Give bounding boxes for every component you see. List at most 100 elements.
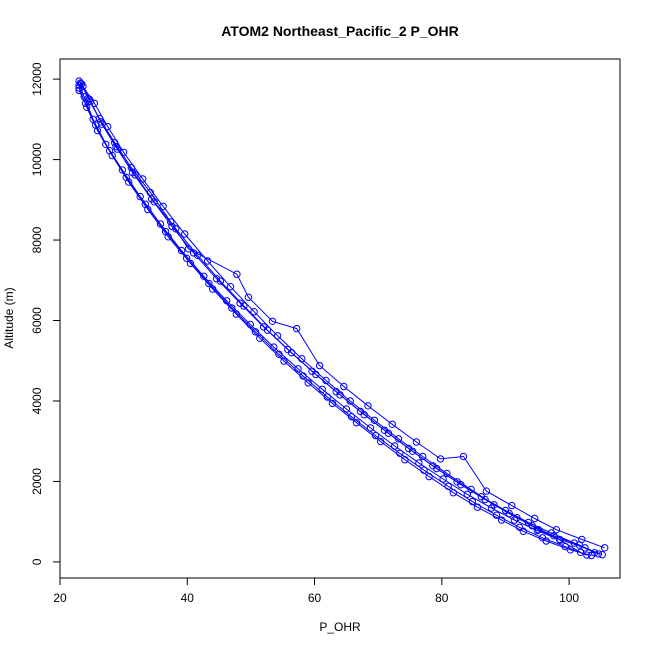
data-point (80, 93, 88, 101)
series-0 (75, 77, 606, 559)
data-point (308, 367, 316, 375)
data-point (538, 534, 547, 542)
series-2 (75, 84, 596, 560)
data-point (552, 526, 561, 534)
data-point (590, 549, 599, 557)
data-point (102, 140, 110, 149)
data-point (342, 405, 351, 413)
data-point (259, 323, 268, 331)
series-line-6 (78, 84, 581, 553)
series-line-4 (78, 90, 588, 556)
y-tick-label-4: 8000 (30, 226, 44, 253)
y-tick-label-0: 0 (30, 558, 44, 565)
data-point (212, 275, 221, 283)
x-tick-label-1: 40 (181, 591, 195, 605)
data-point (105, 147, 114, 155)
data-point (453, 478, 461, 486)
data-point (141, 200, 150, 208)
data-point (168, 222, 176, 231)
data-point (156, 220, 165, 228)
data-point (293, 324, 301, 333)
data-point (236, 299, 244, 307)
data-point (482, 487, 491, 495)
data-point (256, 334, 264, 342)
data-point (477, 493, 485, 501)
data-point (315, 361, 324, 370)
data-point (601, 544, 609, 552)
data-point (459, 452, 468, 461)
series-line-5 (79, 82, 595, 554)
data-point (332, 388, 340, 396)
data-point (556, 536, 564, 544)
y-axis: 0 2000 4000 6000 8000 10000 12000 (30, 62, 60, 565)
data-point (172, 225, 180, 233)
data-point (371, 431, 380, 440)
series-line-0 (78, 80, 603, 556)
x-tick-label-2: 60 (308, 591, 322, 605)
data-point (576, 548, 585, 556)
data-point (147, 195, 156, 203)
data-point (294, 365, 302, 373)
data-point (89, 115, 97, 124)
data-point (420, 466, 428, 474)
data-point (75, 86, 83, 95)
data-point (388, 420, 396, 428)
data-point (405, 444, 413, 453)
data-point (570, 539, 578, 547)
data-point (128, 168, 137, 177)
data-point (439, 475, 447, 483)
chart-title: ATOM2 Northeast_Pacific_2 P_OHR (221, 23, 459, 39)
data-point (284, 345, 292, 354)
data-point (391, 442, 399, 450)
series-6 (75, 81, 585, 556)
x-axis: 20 40 60 80 100 (53, 578, 579, 605)
series-1 (77, 80, 603, 558)
data-point (233, 270, 241, 278)
data-point (583, 551, 591, 559)
x-tick-label-0: 20 (53, 591, 67, 605)
data-point (246, 320, 255, 329)
series-4 (75, 86, 591, 559)
data-point (177, 246, 186, 255)
data-point (189, 249, 198, 257)
data-point (318, 385, 326, 393)
data-point (118, 166, 127, 174)
series-line-3 (87, 98, 605, 549)
x-axis-label: P_OHR (319, 620, 361, 634)
data-point (492, 511, 501, 519)
data-point (463, 490, 471, 498)
data-point (436, 455, 445, 463)
data-point (136, 192, 144, 201)
y-tick-label-5: 10000 (30, 143, 44, 177)
data-point (468, 497, 477, 506)
data-point (444, 482, 452, 490)
data-point (519, 527, 527, 535)
data-point (581, 544, 589, 552)
data-point (250, 308, 258, 316)
data-point (356, 407, 365, 416)
data-point (501, 506, 510, 515)
data-point (184, 245, 193, 253)
data-point (364, 402, 372, 410)
data-point (415, 459, 423, 467)
data-point (594, 550, 603, 558)
data-point (412, 438, 421, 446)
data-point (216, 277, 225, 285)
data-point (161, 227, 170, 236)
data-point (122, 173, 130, 182)
data-point (205, 279, 213, 288)
data-point (111, 139, 119, 147)
series-line-2 (78, 87, 592, 556)
x-tick-label-3: 80 (435, 591, 449, 605)
data-point (429, 462, 437, 470)
data-point (340, 382, 348, 391)
data-point (182, 254, 191, 262)
data-point (97, 118, 105, 126)
data-point (380, 426, 389, 434)
data-point (270, 343, 278, 351)
data-point (226, 283, 235, 291)
data-point (598, 551, 606, 559)
data-point (508, 501, 516, 510)
data-point (112, 143, 120, 151)
